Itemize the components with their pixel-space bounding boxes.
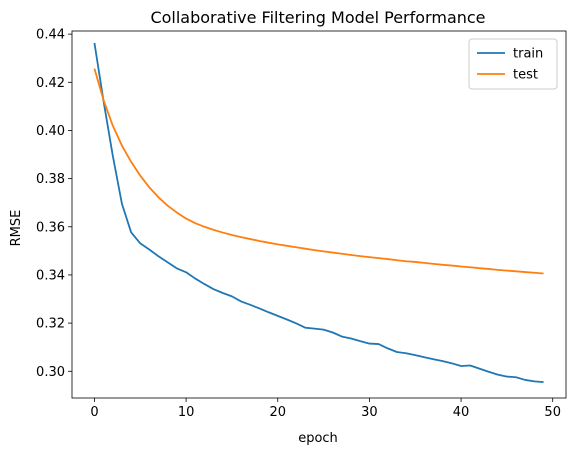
x-tick-label: 10 xyxy=(178,405,195,420)
x-tick-label: 0 xyxy=(90,405,98,420)
plot-frame xyxy=(71,30,567,399)
y-tick-label: 0.40 xyxy=(36,124,65,139)
y-axis-label: RMSE xyxy=(9,210,24,247)
x-tick-label: 40 xyxy=(453,405,470,420)
y-tick-label: 0.42 xyxy=(36,76,65,91)
chart-title: Collaborative Filtering Model Performanc… xyxy=(150,8,485,27)
series-line-train xyxy=(93,42,544,384)
x-axis-label: epoch xyxy=(298,431,338,446)
legend-label-test: test xyxy=(513,68,538,83)
legend-label-train: train xyxy=(513,47,543,62)
y-tick-label: 0.36 xyxy=(36,220,65,235)
x-tick-label: 30 xyxy=(361,405,378,420)
x-tick-label: 50 xyxy=(544,405,561,420)
y-tick-label: 0.34 xyxy=(36,268,65,283)
series-line-test xyxy=(93,68,544,275)
legend-box xyxy=(468,38,558,90)
legend: train test xyxy=(468,38,558,90)
y-tick-label: 0.30 xyxy=(36,365,65,380)
y-tick-label: 0.32 xyxy=(36,317,65,332)
x-tick-label: 20 xyxy=(269,405,286,420)
y-tick-label: 0.38 xyxy=(36,172,65,187)
y-tick-label: 0.44 xyxy=(36,28,65,43)
